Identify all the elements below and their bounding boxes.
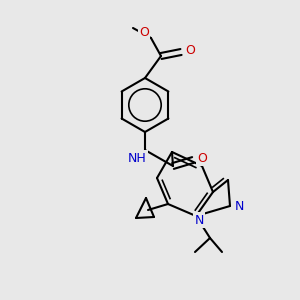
Text: O: O (139, 26, 149, 40)
Text: O: O (197, 152, 207, 164)
Text: N: N (234, 200, 244, 214)
Text: N: N (194, 214, 204, 226)
Text: O: O (185, 44, 195, 58)
Text: NH: NH (128, 152, 146, 164)
